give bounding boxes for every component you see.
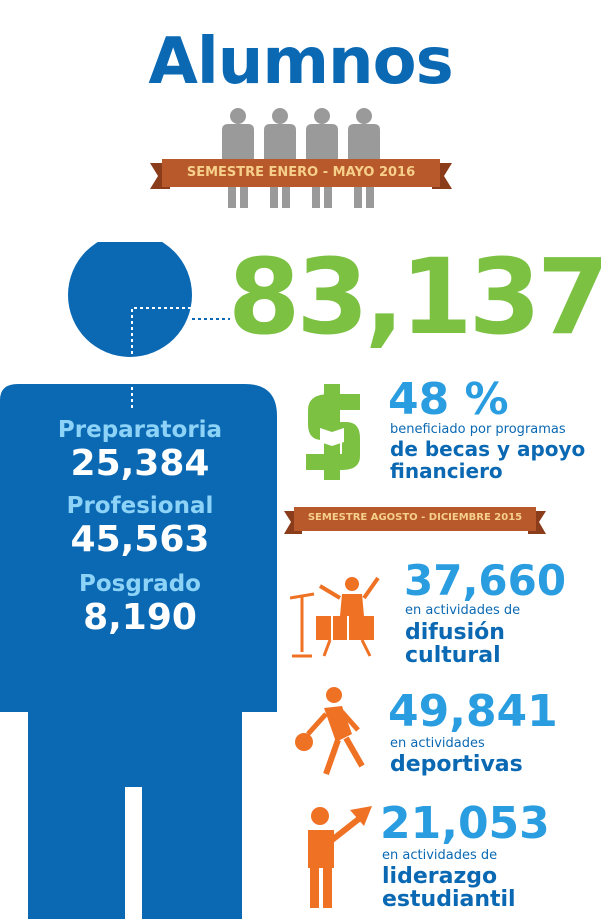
basketball-player-icon: [292, 686, 372, 778]
activity-value: 21,053: [380, 798, 550, 849]
page-title: Alumnos: [148, 25, 453, 99]
semester-label-2: SEMESTRE AGOSTO - DICIEMBRE 2015: [307, 512, 523, 523]
activity-text-big: cultural: [405, 643, 501, 668]
breakdown-value: 45,563: [70, 519, 210, 560]
activity-text-small: en actividades de: [382, 848, 498, 863]
breakdown-value: 25,384: [70, 443, 210, 484]
drummer-icon: [289, 572, 382, 658]
breakdown-list: Preparatoria 25,384 Profesional 45,563 P…: [40, 416, 240, 638]
scholarship-text-big: de becas y apoyo: [390, 437, 586, 461]
activity-value: 49,841: [388, 686, 558, 737]
total-value: 83,137: [228, 236, 601, 358]
breakdown-label: Posgrado: [79, 571, 201, 597]
activity-text-big: liderazgo: [382, 864, 498, 889]
activity-value: 37,660: [404, 556, 567, 605]
activity-text-big: deportivas: [390, 752, 523, 777]
scholarship-text-small: beneficiado por programas: [390, 422, 566, 437]
activity-text-small: en actividades de: [405, 603, 521, 618]
breakdown-label: Profesional: [66, 493, 214, 519]
activity-text-big: estudiantil: [382, 887, 516, 912]
person-silhouette-icon: [0, 233, 300, 919]
breakdown-value: 8,190: [83, 597, 197, 638]
activity-text-small: en actividades: [390, 736, 485, 751]
dollar-sign-icon: [302, 384, 364, 480]
semester-ribbon-2: SEMESTRE AGOSTO - DICIEMBRE 2015: [284, 506, 546, 536]
connector-line-outer: [192, 306, 230, 320]
scholarship-text-big: financiero: [390, 459, 503, 483]
semester-ribbon-1: SEMESTRE ENERO - MAYO 2016: [150, 157, 452, 193]
activity-text-big: difusión: [405, 620, 505, 645]
leader-arrow-icon: [300, 806, 374, 910]
scholarship-percent: 48 %: [388, 374, 509, 425]
connector-line: [130, 306, 230, 410]
breakdown-label: Preparatoria: [57, 417, 223, 443]
semester-label-1: SEMESTRE ENERO - MAYO 2016: [186, 165, 416, 180]
